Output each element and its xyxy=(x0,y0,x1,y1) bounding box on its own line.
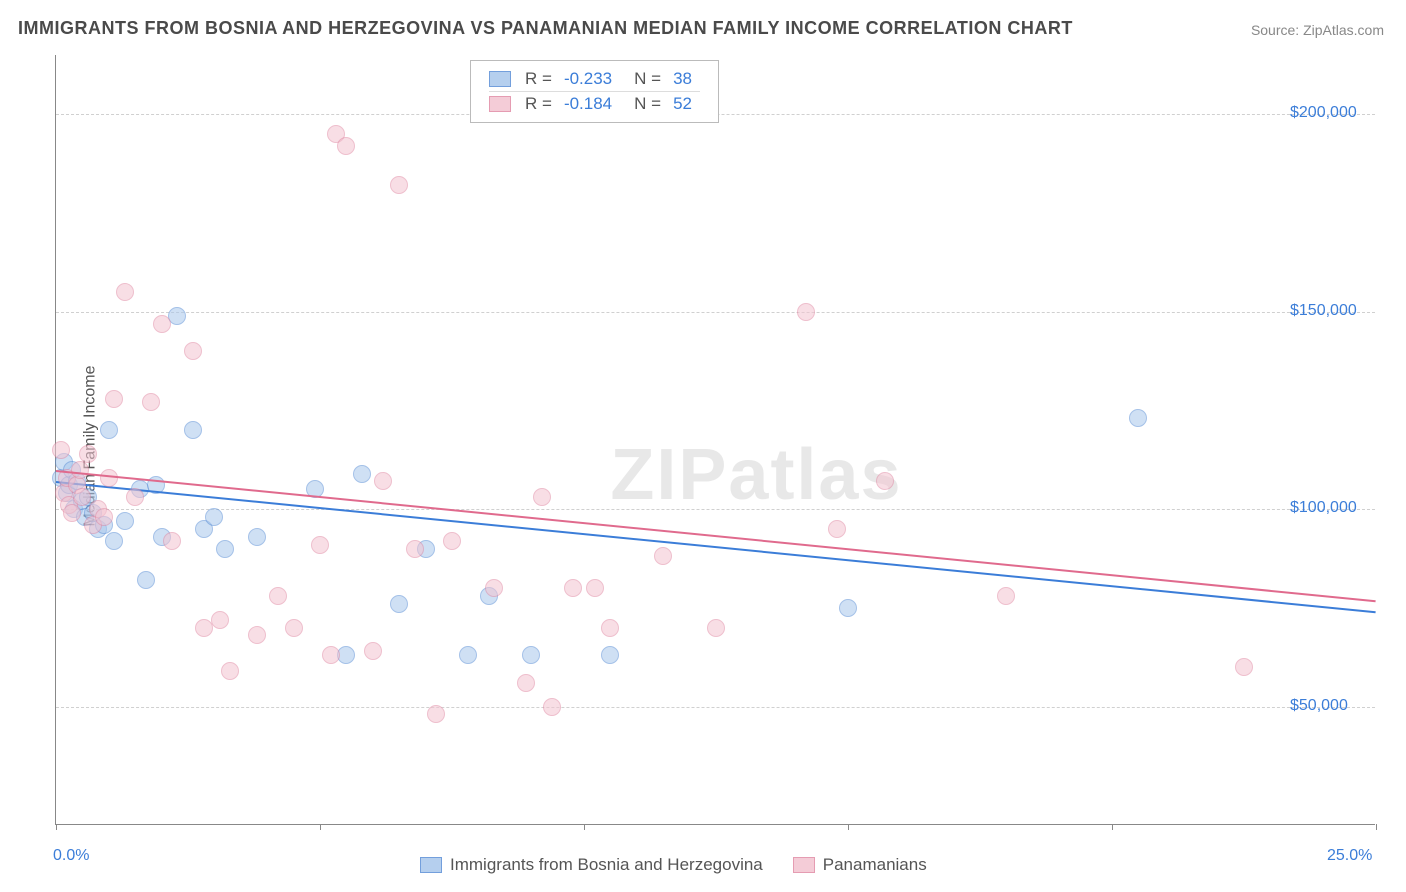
scatter-point xyxy=(205,508,223,526)
scatter-point xyxy=(63,504,81,522)
y-tick-label: $50,000 xyxy=(1290,697,1348,715)
x-tick-label: 25.0% xyxy=(1327,847,1372,865)
scatter-point xyxy=(311,536,329,554)
y-tick-label: $100,000 xyxy=(1290,499,1357,517)
scatter-point xyxy=(654,547,672,565)
scatter-point xyxy=(517,674,535,692)
scatter-point xyxy=(522,646,540,664)
scatter-point xyxy=(221,662,239,680)
scatter-point xyxy=(73,488,91,506)
scatter-point xyxy=(285,619,303,637)
scatter-point xyxy=(126,488,144,506)
legend-swatch xyxy=(489,96,511,112)
scatter-point xyxy=(997,587,1015,605)
scatter-point xyxy=(248,528,266,546)
plot-area: ZIPatlas xyxy=(55,55,1375,825)
scatter-point xyxy=(79,445,97,463)
scatter-point xyxy=(828,520,846,538)
scatter-point xyxy=(459,646,477,664)
scatter-point xyxy=(406,540,424,558)
scatter-point xyxy=(374,472,392,490)
scatter-point xyxy=(248,626,266,644)
legend-swatch xyxy=(420,857,442,873)
legend-label: Immigrants from Bosnia and Herzegovina xyxy=(450,855,763,875)
scatter-point xyxy=(1129,409,1147,427)
scatter-point xyxy=(168,307,186,325)
scatter-point xyxy=(337,646,355,664)
scatter-point xyxy=(137,571,155,589)
scatter-point xyxy=(390,595,408,613)
watermark: ZIPatlas xyxy=(610,434,902,516)
chart-title: IMMIGRANTS FROM BOSNIA AND HERZEGOVINA V… xyxy=(18,18,1073,39)
scatter-point xyxy=(427,705,445,723)
gridline-h xyxy=(56,707,1375,708)
scatter-point xyxy=(601,619,619,637)
stat-n-label: N = xyxy=(634,69,661,89)
scatter-point xyxy=(876,472,894,490)
legend-swatch xyxy=(793,857,815,873)
scatter-point xyxy=(105,532,123,550)
stat-n-value: 38 xyxy=(673,69,692,89)
legend-item: Immigrants from Bosnia and Herzegovina xyxy=(420,855,763,875)
scatter-point xyxy=(52,441,70,459)
scatter-point xyxy=(216,540,234,558)
scatter-point xyxy=(100,421,118,439)
stat-n-value: 52 xyxy=(673,94,692,114)
stats-legend-box: R = -0.233 N = 38 R = -0.184 N = 52 xyxy=(470,60,719,123)
scatter-point xyxy=(839,599,857,617)
scatter-point xyxy=(485,579,503,597)
trend-line xyxy=(56,481,1376,613)
scatter-point xyxy=(337,137,355,155)
scatter-point xyxy=(105,390,123,408)
x-tick-mark xyxy=(56,824,57,830)
bottom-legend: Immigrants from Bosnia and Herzegovina Pa… xyxy=(420,855,927,875)
scatter-point xyxy=(95,508,113,526)
legend-swatch xyxy=(489,71,511,87)
stat-r-label: R = xyxy=(525,94,552,114)
gridline-h xyxy=(56,312,1375,313)
scatter-point xyxy=(269,587,287,605)
x-tick-mark xyxy=(1112,824,1113,830)
scatter-point xyxy=(443,532,461,550)
scatter-point xyxy=(184,421,202,439)
scatter-point xyxy=(564,579,582,597)
scatter-point xyxy=(797,303,815,321)
y-tick-label: $200,000 xyxy=(1290,104,1357,122)
scatter-point xyxy=(163,532,181,550)
x-tick-mark xyxy=(848,824,849,830)
scatter-point xyxy=(707,619,725,637)
scatter-point xyxy=(543,698,561,716)
scatter-point xyxy=(153,315,171,333)
scatter-point xyxy=(142,393,160,411)
stat-r-value: -0.233 xyxy=(564,69,612,89)
legend-item: Panamanians xyxy=(793,855,927,875)
legend-label: Panamanians xyxy=(823,855,927,875)
scatter-point xyxy=(353,465,371,483)
x-tick-mark xyxy=(584,824,585,830)
x-tick-mark xyxy=(1376,824,1377,830)
gridline-h xyxy=(56,509,1375,510)
scatter-point xyxy=(116,512,134,530)
source-label: Source: ZipAtlas.com xyxy=(1251,22,1384,38)
scatter-point xyxy=(71,461,89,479)
scatter-point xyxy=(1235,658,1253,676)
x-tick-label: 0.0% xyxy=(53,847,89,865)
scatter-point xyxy=(533,488,551,506)
scatter-point xyxy=(586,579,604,597)
scatter-point xyxy=(364,642,382,660)
stat-r-label: R = xyxy=(525,69,552,89)
stat-r-value: -0.184 xyxy=(564,94,612,114)
scatter-point xyxy=(601,646,619,664)
scatter-point xyxy=(390,176,408,194)
y-tick-label: $150,000 xyxy=(1290,302,1357,320)
scatter-point xyxy=(116,283,134,301)
scatter-point xyxy=(322,646,340,664)
stats-row: R = -0.184 N = 52 xyxy=(489,91,700,116)
x-tick-mark xyxy=(320,824,321,830)
scatter-point xyxy=(211,611,229,629)
scatter-point xyxy=(184,342,202,360)
stats-row: R = -0.233 N = 38 xyxy=(489,67,700,91)
stat-n-label: N = xyxy=(634,94,661,114)
